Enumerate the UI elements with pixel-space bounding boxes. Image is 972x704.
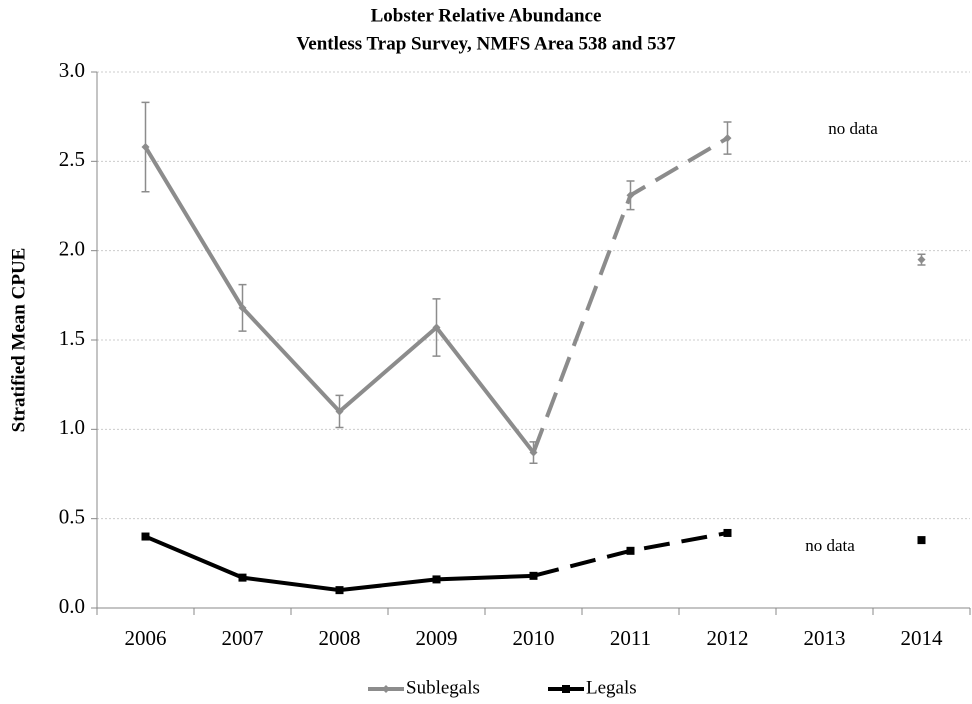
legend-marker <box>382 685 390 693</box>
x-tick-label: 2014 <box>901 626 944 650</box>
chart-title: Lobster Relative Abundance <box>371 5 602 26</box>
x-tick-label: 2008 <box>319 626 361 650</box>
data-point <box>529 571 538 580</box>
y-tick-label: 1.0 <box>59 415 85 439</box>
x-tick-label: 2009 <box>416 626 458 650</box>
legend-marker <box>562 685 570 693</box>
data-point <box>917 536 926 545</box>
data-point <box>723 134 732 143</box>
annotation: no data <box>828 119 878 138</box>
y-tick-label: 3.0 <box>59 58 85 82</box>
legend-label: Legals <box>586 677 637 698</box>
y-tick-label: 0.0 <box>59 594 85 618</box>
legend-label: Sublegals <box>406 677 480 698</box>
data-point <box>141 532 150 541</box>
x-tick-label: 2013 <box>804 626 846 650</box>
y-tick-label: 2.0 <box>59 236 85 260</box>
y-tick-label: 2.5 <box>59 147 85 171</box>
x-tick-label: 2010 <box>513 626 555 650</box>
x-tick-label: 2012 <box>707 626 749 650</box>
data-point <box>917 255 926 264</box>
x-tick-label: 2011 <box>610 626 651 650</box>
data-point <box>723 528 732 537</box>
data-point <box>335 407 344 416</box>
data-point <box>432 323 441 332</box>
data-point <box>238 303 247 312</box>
data-point <box>141 143 150 152</box>
x-tick-label: 2006 <box>125 626 167 650</box>
data-point <box>529 448 538 457</box>
data-point <box>335 586 344 595</box>
data-point <box>626 191 635 200</box>
x-tick-label: 2007 <box>222 626 264 650</box>
y-axis-label: Stratified Mean CPUE <box>8 248 29 433</box>
annotation: no data <box>805 536 855 555</box>
data-point <box>626 546 635 555</box>
data-point <box>432 575 441 584</box>
y-tick-label: 1.5 <box>59 326 85 350</box>
y-tick-label: 0.5 <box>59 504 85 528</box>
chart-subtitle: Ventless Trap Survey, NMFS Area 538 and … <box>296 33 676 54</box>
data-point <box>238 573 247 582</box>
series-line <box>144 534 534 593</box>
